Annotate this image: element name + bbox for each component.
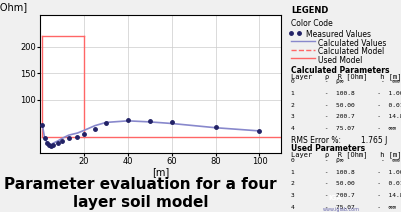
Text: www.iglab.com: www.iglab.com xyxy=(322,207,359,212)
Text: 1.765 J: 1.765 J xyxy=(360,136,387,145)
Text: 3        -  200.7      -  14.80: 3 - 200.7 - 14.80 xyxy=(290,193,401,198)
Text: Calculated Model: Calculated Model xyxy=(317,47,383,56)
Text: Layer   ρ  R [Ohm]   h [m]: Layer ρ R [Ohm] h [m] xyxy=(290,152,401,158)
Text: Measured Values: Measured Values xyxy=(306,30,371,39)
Text: RMS Error %:: RMS Error %: xyxy=(290,136,340,145)
Text: IGA: IGA xyxy=(328,195,342,201)
Text: Used Model: Used Model xyxy=(317,56,362,64)
Text: Calculated Values: Calculated Values xyxy=(317,39,385,47)
Text: 2        -  50.00      -  0.012: 2 - 50.00 - 0.012 xyxy=(290,103,401,108)
Text: Layer   ρ  R [Ohm]   h [m]: Layer ρ R [Ohm] h [m] xyxy=(290,73,401,80)
Y-axis label: [Ohm]: [Ohm] xyxy=(0,2,27,12)
Text: 0        -  ρ∞          -  ∞∞: 0 - ρ∞ - ∞∞ xyxy=(290,80,399,85)
Text: 4        -  75.07      -  ∞∞: 4 - 75.07 - ∞∞ xyxy=(290,126,395,131)
Text: Color Code: Color Code xyxy=(290,19,332,28)
Text: Used Parameters: Used Parameters xyxy=(290,144,365,153)
X-axis label: [m]: [m] xyxy=(152,167,169,177)
Text: LEGEND: LEGEND xyxy=(290,6,328,15)
Text: Calculated Parameters: Calculated Parameters xyxy=(290,66,389,75)
Text: Parameter evaluation for a four
layer soil model: Parameter evaluation for a four layer so… xyxy=(4,177,276,210)
Text: 4        -  75.07      -  ∞∞: 4 - 75.07 - ∞∞ xyxy=(290,205,395,210)
Text: 3        -  200.7      -  14.80: 3 - 200.7 - 14.80 xyxy=(290,114,401,120)
Text: 1        -  100.8      -  1.000: 1 - 100.8 - 1.000 xyxy=(290,91,401,96)
Text: 0        -  ρ∞          -  ∞∞: 0 - ρ∞ - ∞∞ xyxy=(290,158,399,163)
Text: 2        -  50.00      -  0.012: 2 - 50.00 - 0.012 xyxy=(290,181,401,186)
Text: 1        -  100.8      -  1.000: 1 - 100.8 - 1.000 xyxy=(290,170,401,175)
